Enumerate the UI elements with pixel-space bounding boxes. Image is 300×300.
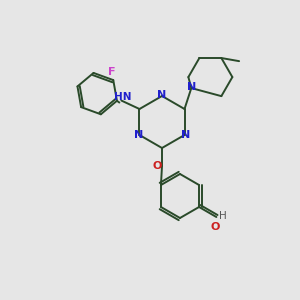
Text: HN: HN (114, 92, 131, 102)
Text: N: N (187, 82, 196, 92)
Text: O: O (211, 222, 220, 232)
Text: F: F (107, 67, 115, 77)
Text: N: N (134, 130, 143, 140)
Text: O: O (152, 161, 162, 171)
Text: N: N (158, 90, 166, 100)
Text: N: N (181, 130, 190, 140)
Text: H: H (220, 211, 227, 221)
